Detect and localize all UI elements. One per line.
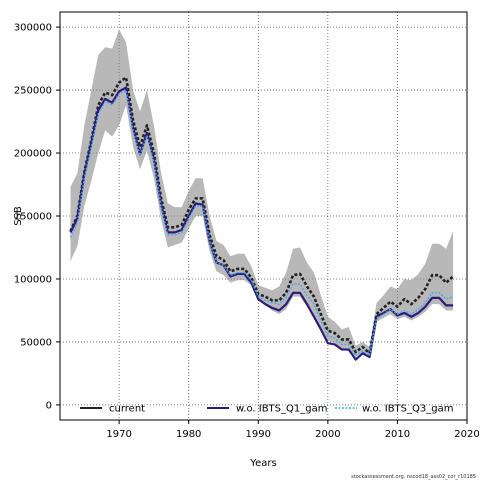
y-axis-ticks: 0 50000 100000 150000 200000 250000 300000 [14, 23, 60, 411]
y-tick-label-50000: 50000 [20, 337, 52, 348]
footer-note: stockassessment.org, nscod18_ass02_cor_r… [351, 474, 476, 480]
series-line-0 [69, 76, 454, 355]
legend-label-2: w.o. IBTS_Q3_gam [362, 404, 453, 415]
legend-label-1: w.o. IBTS_Q1_gam [236, 404, 327, 415]
y-tick-label-0: 0 [46, 400, 52, 411]
x-tick-label-1980: 1980 [176, 429, 201, 440]
series-line-1 [69, 86, 454, 361]
confidence-band-layer [70, 29, 454, 358]
grid-lines [60, 12, 468, 420]
x-tick-label-1970: 1970 [106, 429, 131, 440]
x-tick-label-1990: 1990 [246, 429, 271, 440]
y-tick-label-250000: 250000 [14, 86, 52, 97]
x-tick-label-2020: 2020 [454, 429, 479, 440]
legend-label-0: current [109, 404, 145, 415]
y-tick-label-100000: 100000 [14, 274, 52, 285]
series-layer [69, 76, 454, 361]
x-tick-label-2000: 2000 [315, 429, 340, 440]
x-tick-label-2010: 2010 [385, 429, 410, 440]
confidence-band [70, 29, 454, 358]
series-line-2 [69, 89, 454, 357]
y-tick-label-200000: 200000 [14, 149, 52, 160]
legend: current w.o. IBTS_Q1_gam w.o. IBTS_Q3_gam [80, 404, 453, 415]
y-axis-title: SSB [13, 206, 24, 226]
y-tick-label-300000: 300000 [14, 23, 52, 34]
y-tick-label-150000: 150000 [14, 212, 52, 223]
x-axis-title: Years [249, 458, 276, 469]
x-axis-ticks: 1970 1980 1990 2000 2010 2020 [106, 420, 480, 440]
